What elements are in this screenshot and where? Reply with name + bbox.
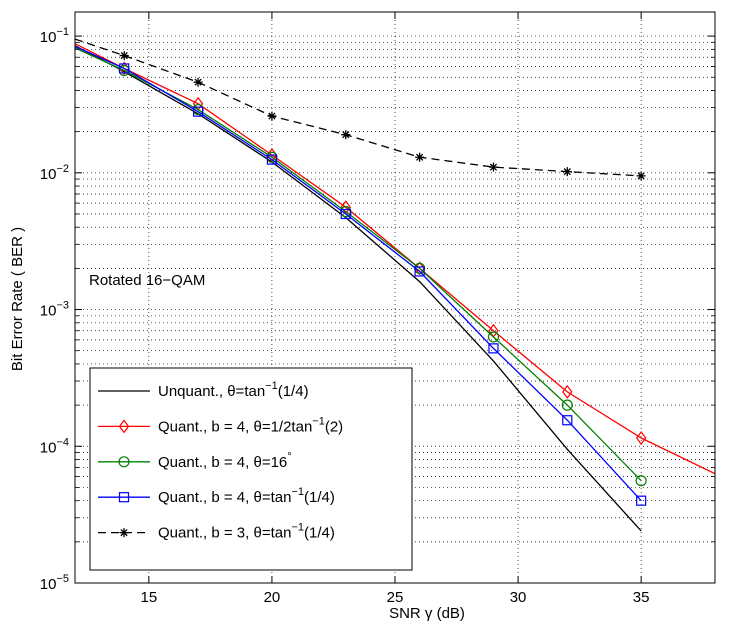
- series-line: [75, 43, 715, 475]
- circle-marker: [561, 399, 573, 411]
- diamond-marker: [562, 384, 573, 399]
- axes: [74, 11, 716, 584]
- star-marker: [193, 77, 203, 87]
- star-marker: [562, 167, 572, 177]
- square-marker: [636, 495, 647, 506]
- square-marker: [118, 492, 130, 503]
- y-tick-label: 10−2: [40, 163, 69, 183]
- y-tick-label: 10−3: [40, 300, 69, 320]
- y-tick-label: 10−5: [40, 573, 69, 593]
- x-tick-label: 20: [264, 589, 281, 606]
- square-marker: [488, 343, 499, 354]
- legend-box: [89, 367, 413, 571]
- circle-marker: [118, 456, 130, 468]
- legend: Unquant., θ=tan−1(1/4) Quant., b = 4, θ=1…: [89, 367, 413, 571]
- legend-label: Quant., b = 4, θ=16°: [158, 451, 292, 471]
- star-marker: [267, 111, 277, 121]
- legend-label: Quant., b = 4, θ=tan−1(1/4): [158, 486, 335, 506]
- series-4: [75, 45, 647, 506]
- square-marker: [119, 63, 130, 74]
- series-5: [75, 38, 646, 181]
- diamond-marker: [635, 430, 647, 445]
- square-marker: [192, 106, 204, 117]
- series-line: [75, 45, 642, 532]
- circle-marker: [635, 475, 647, 487]
- x-tick-label: 15: [141, 589, 158, 606]
- x-tick-label: 35: [633, 589, 650, 606]
- star-marker: [119, 51, 129, 61]
- square-marker: [340, 208, 351, 220]
- star-marker: [119, 528, 129, 538]
- series-1: [75, 45, 642, 532]
- square-marker: [266, 154, 278, 165]
- y-tick-label: 10−4: [40, 436, 69, 456]
- circle-marker: [487, 331, 500, 343]
- series-layer: [75, 38, 715, 532]
- series-line: [75, 45, 642, 502]
- star-marker: [341, 130, 351, 140]
- square-marker: [414, 266, 425, 277]
- tick-labels: 15 20 25 30 35 10−5 10−4 10−3 10−2 10−1: [40, 26, 650, 606]
- legend-label: Quant., b = 4, θ=1/2tan−1(2): [158, 415, 343, 435]
- x-tick-label: 30: [510, 589, 527, 606]
- legend-label: Quant., b = 3, θ=tan−1(1/4): [158, 522, 335, 542]
- star-marker: [415, 152, 425, 162]
- star-marker: [488, 162, 498, 172]
- star-marker: [636, 171, 646, 181]
- annotation-rotated-16qam: Rotated 16−QAM: [89, 272, 205, 289]
- y-tick-label: 10−1: [40, 26, 69, 46]
- y-axis-label: Bit Error Rate ( BER ): [9, 227, 26, 371]
- square-marker: [562, 415, 573, 426]
- diamond-marker: [118, 419, 130, 434]
- x-tick-label: 25: [387, 589, 404, 606]
- x-axis-label: SNR γ (dB): [389, 605, 465, 622]
- legend-label: Unquant., θ=tan−1(1/4): [158, 380, 309, 400]
